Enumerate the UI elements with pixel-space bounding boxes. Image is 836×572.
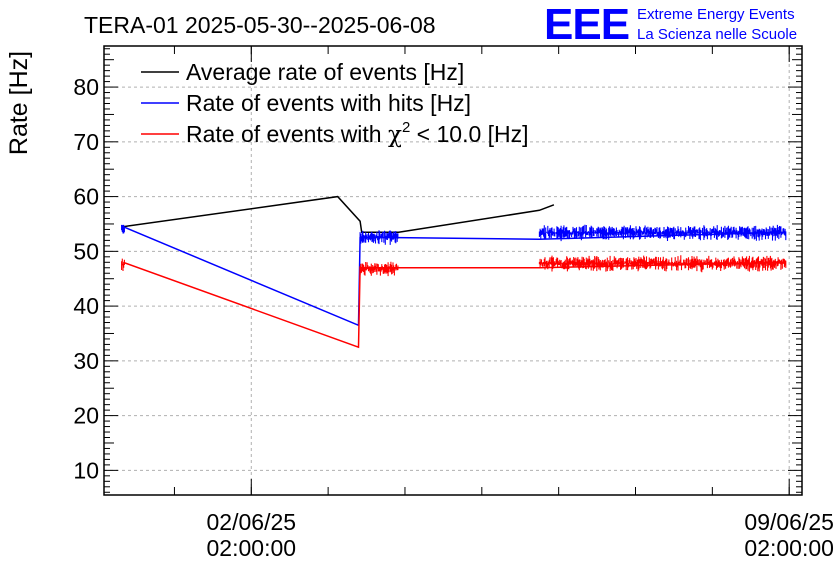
y-tick-label: 80 xyxy=(73,74,99,100)
series-1-line xyxy=(122,226,787,327)
y-tick-label: 30 xyxy=(73,348,99,374)
legend: Average rate of events [Hz] Rate of event… xyxy=(141,59,529,148)
eee-logo: EEE xyxy=(544,0,629,49)
series-2-noise xyxy=(359,261,399,277)
y-tick-label: 70 xyxy=(73,129,99,155)
x-tick-label-date: 02/06/25 xyxy=(207,509,297,535)
y-axis-label: Rate [Hz] xyxy=(5,51,33,155)
series-0-line xyxy=(123,195,555,233)
series-2-noise xyxy=(121,258,125,271)
y-tick-label: 60 xyxy=(73,184,99,210)
legend-label: Rate of events with hits [Hz] xyxy=(186,90,471,116)
legend-label: Average rate of events [Hz] xyxy=(186,59,464,85)
x-tick-label-time: 02:00:00 xyxy=(207,535,297,561)
org-name-line2: La Scienza nelle Scuole xyxy=(637,26,797,43)
grid xyxy=(104,46,802,495)
y-tick-label: 40 xyxy=(73,293,99,319)
y-tick-label: 50 xyxy=(73,238,99,264)
x-tick-label-date: 09/06/25 xyxy=(744,509,834,535)
x-tick-label-time: 02:00:00 xyxy=(744,535,834,561)
legend-label: Rate of events with χ2 < 10.0 [Hz] xyxy=(186,119,529,148)
y-tick-label: 10 xyxy=(73,457,99,483)
chart-title: TERA-01 2025-05-30--2025-06-08 xyxy=(84,12,436,38)
plot-frame xyxy=(103,45,803,496)
series-layer xyxy=(121,195,787,349)
series-2-line xyxy=(122,261,787,349)
axes: 102030405060708002/06/2502:00:0009/06/25… xyxy=(73,45,834,561)
org-name-line1: Extreme Energy Events xyxy=(637,6,795,23)
series-1-noise xyxy=(121,224,125,234)
y-tick-label: 20 xyxy=(73,403,99,429)
